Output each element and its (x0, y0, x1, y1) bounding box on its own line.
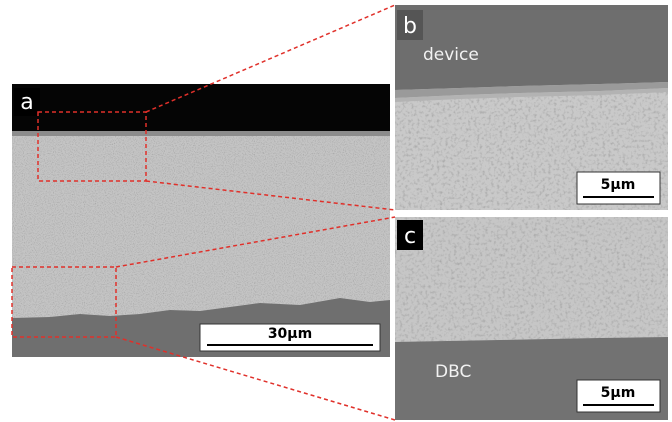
figure: a 30μm b device 5μm c DBC 5μm (0, 0, 672, 422)
region-label: DBC (435, 362, 471, 382)
panel-b: b device 5μm (395, 5, 668, 210)
panel-label: b (403, 14, 417, 39)
panel-label: a (20, 90, 33, 115)
scale-bar-label: 5μm (601, 177, 636, 193)
panel-c: c DBC 5μm (395, 217, 668, 420)
region-label: device (423, 45, 479, 65)
panel-a: a 30μm (12, 84, 390, 357)
panel-label: c (404, 224, 416, 249)
scale-bar-label: 30μm (268, 326, 312, 342)
scale-bar-label: 5μm (601, 385, 636, 401)
